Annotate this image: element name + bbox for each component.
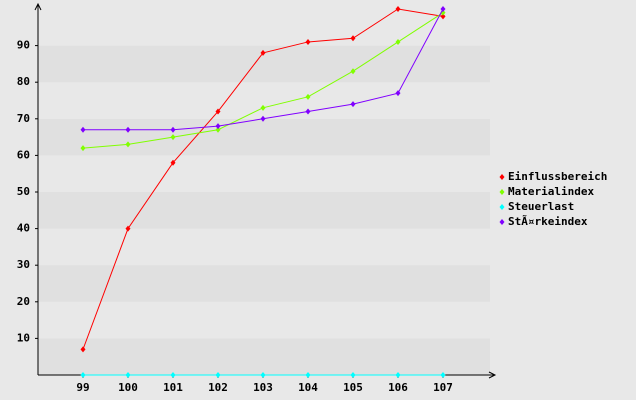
y-tick-label: 40 [17,222,30,235]
data-point [395,90,401,97]
y-tick-label: 60 [17,148,30,161]
data-point [440,13,446,20]
x-tick-label: 99 [76,381,89,394]
legend-label: Steuerlast [508,200,574,213]
data-point [80,346,86,353]
data-point [125,126,131,133]
data-point [350,101,356,108]
data-point [305,372,311,378]
data-point [260,104,266,111]
data-point [215,123,221,130]
grid-band [38,192,490,229]
grid-band [38,228,490,266]
y-tick-label: 90 [17,39,30,52]
x-axis-arrow [488,371,497,379]
data-point [80,126,86,133]
data-point [80,145,86,152]
legend-label: Einflussbereich [508,170,607,183]
legend-marker [499,189,505,195]
data-point [395,6,401,12]
data-point [305,93,311,100]
x-tick-label: 104 [298,381,318,394]
legend-marker [499,219,505,225]
data-point [305,38,311,45]
y-tick-label: 10 [17,331,30,344]
data-point [305,108,311,115]
data-point [170,134,176,141]
data-point [215,126,221,133]
data-point [440,372,446,378]
data-point [125,141,131,148]
data-point [170,126,176,133]
data-point [170,372,176,378]
data-point [215,108,221,115]
data-point [260,49,266,56]
grid-band [38,45,490,83]
data-point [395,38,401,45]
legend-marker [499,204,505,210]
legend-label: StÃ¤rkeindex [508,215,588,228]
data-point [215,372,221,378]
x-tick-label: 101 [163,381,183,394]
grid-band [38,9,490,46]
data-point [260,372,266,378]
data-point [260,115,266,122]
data-point [125,225,131,232]
x-tick-label: 102 [208,381,228,394]
data-point [350,35,356,42]
data-point [125,372,131,378]
y-tick-label: 70 [17,112,30,125]
grid-band [38,118,490,156]
data-point [350,372,356,378]
grid-band [38,338,490,375]
grid-band [38,301,490,339]
grid-band [38,155,490,192]
x-tick-label: 100 [118,381,138,394]
data-point [440,6,446,12]
y-tick-label: 20 [17,295,30,308]
legend-label: Materialindex [508,185,594,198]
data-point [350,68,356,75]
x-tick-label: 106 [388,381,408,394]
data-point [170,159,176,166]
legend-marker [499,174,505,180]
grid-band [38,265,490,302]
data-point [395,372,401,378]
x-tick-label: 103 [253,381,273,394]
y-tick-label: 80 [17,75,30,88]
x-tick-label: 105 [343,381,363,394]
x-tick-label: 107 [433,381,453,394]
grid-band [38,82,490,119]
y-tick-label: 30 [17,258,30,271]
y-tick-label: 50 [17,185,30,198]
y-axis-arrow [34,2,42,11]
data-point [80,372,86,378]
